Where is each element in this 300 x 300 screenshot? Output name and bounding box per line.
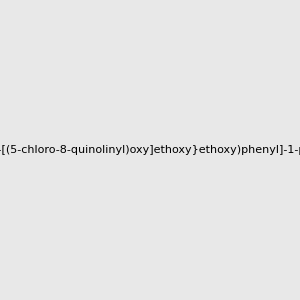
Text: 1-[2-(2-{2-[(5-chloro-8-quinolinyl)oxy]ethoxy}ethoxy)phenyl]-1-propanone: 1-[2-(2-{2-[(5-chloro-8-quinolinyl)oxy]e… [0, 145, 300, 155]
